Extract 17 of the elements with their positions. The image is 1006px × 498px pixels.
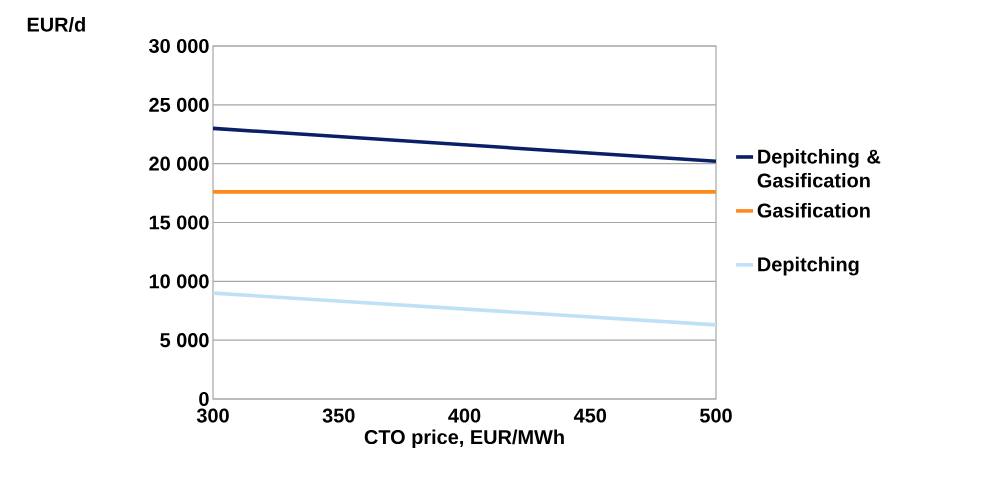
x-tick-label: 350 xyxy=(322,408,355,423)
y-tick-label: 10 000 xyxy=(149,274,209,289)
y-tick-label: 5 000 xyxy=(160,333,209,348)
x-tick-label: 300 xyxy=(196,408,229,423)
legend-label: Depitching xyxy=(758,256,859,276)
x-tick-label: 500 xyxy=(699,408,732,423)
x-tick-label: 450 xyxy=(573,408,607,423)
y-tick-label: 25 000 xyxy=(149,97,209,112)
y-axis-title: EUR/d xyxy=(27,17,85,32)
y-tick-label: 15 000 xyxy=(149,215,209,230)
y-tick-label: 30 000 xyxy=(148,38,209,54)
legend-label: Depitching & Gasification xyxy=(757,149,881,188)
legend-label: Gasification xyxy=(757,202,870,218)
y-tick-label: 20 000 xyxy=(149,156,209,171)
x-axis-title: CTO price, EUR/MWh xyxy=(364,429,564,449)
y-tick-label: 0 xyxy=(199,391,209,407)
x-tick-label: 400 xyxy=(448,408,481,423)
